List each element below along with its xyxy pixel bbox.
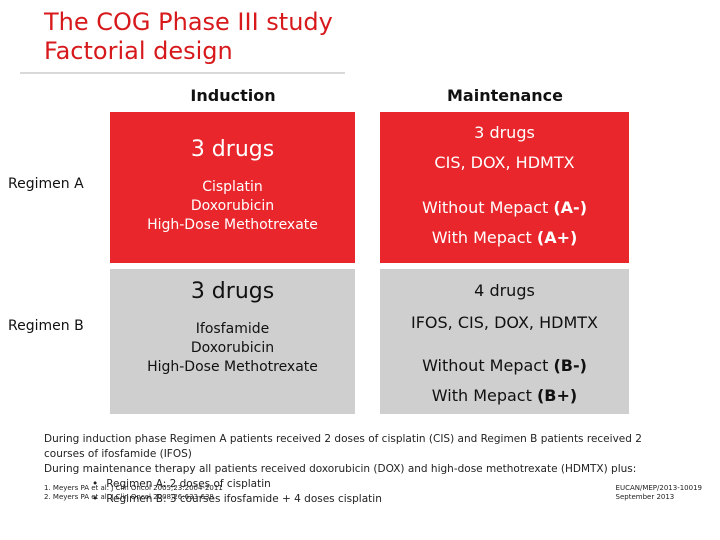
regimen-b-code-1: (B-) — [553, 356, 587, 375]
regimen-a-induction-count: 3 drugs — [190, 137, 275, 162]
regimen-a-maintenance-box: 3 drugs CIS, DOX, HDMTX Without Mepact (… — [380, 112, 629, 263]
regimen-a-drug-1: Cisplatin — [202, 179, 263, 195]
regimen-b-option-1: Without Mepact (B-) — [422, 356, 587, 375]
note-maintenance: During maintenance therapy all patients … — [44, 463, 637, 475]
regimen-b-induction-count: 3 drugs — [190, 279, 275, 304]
regimen-b-code-2: (B+) — [536, 386, 578, 405]
title-divider — [20, 72, 345, 74]
regimen-b-induction-box: 3 drugs Ifosfamide Doxorubicin High-Dose… — [110, 269, 355, 414]
regimen-a-induction-box: 3 drugs Cisplatin Doxorubicin High-Dose … — [110, 112, 355, 263]
reference-1: 1. Meyers PA et al. J Clin Oncol 2005;23… — [44, 484, 223, 492]
regimen-a-code-2: (A+) — [536, 228, 578, 247]
references: 1. Meyers PA et al. J Clin Oncol 2005;23… — [44, 484, 223, 502]
regimen-a-drug-2: Doxorubicin — [190, 198, 275, 214]
induction-header: Induction — [190, 86, 276, 105]
code-line-1: EUCAN/MEP/2013-10019 — [615, 484, 702, 492]
regimen-b-maintenance-box: 4 drugs IFOS, CIS, DOX, HDMTX Without Me… — [380, 269, 629, 414]
regimen-b-maintenance-count: 4 drugs — [474, 281, 535, 300]
regimen-b-option-2: With Mepact (B+) — [431, 386, 578, 405]
note-induction: During induction phase Regimen A patient… — [44, 433, 642, 460]
code-line-2: September 2013 — [615, 493, 675, 501]
title-line-2: Factorial design — [44, 37, 233, 65]
note-bullets: Regimen A: 2 doses of cisplatin Regimen … — [44, 477, 684, 507]
maintenance-header: Maintenance — [446, 86, 563, 105]
title-line-1: The COG Phase III study — [44, 8, 333, 36]
document-code: EUCAN/MEP/2013-10019 September 2013 — [616, 484, 702, 502]
regimen-b-drug-2: Doxorubicin — [190, 340, 275, 356]
footnotes: During induction phase Regimen A patient… — [44, 432, 684, 507]
regimen-a-label: Regimen A — [8, 176, 84, 192]
reference-2: 2. Meyers PA et al. J Clin Oncol 2008;26… — [44, 493, 214, 501]
regimen-a-option-1: Without Mepact (A-) — [421, 198, 588, 217]
note-bullet-a: Regimen A: 2 doses of cisplatin — [92, 477, 684, 492]
regimen-a-drug-3: High-Dose Methotrexate — [147, 217, 318, 233]
note-bullet-b: Regimen B: 3 courses ifosfamide + 4 dose… — [92, 492, 684, 507]
regimen-b-label: Regimen B — [8, 318, 84, 334]
regimen-a-maintenance-count: 3 drugs — [474, 123, 535, 142]
regimen-a-maintenance-drugs: CIS, DOX, HDMTX — [434, 153, 575, 172]
regimen-b-drug-3: High-Dose Methotrexate — [147, 359, 318, 375]
slide-title: The COG Phase III study Factorial design — [44, 8, 333, 66]
regimen-b-maintenance-drugs: IFOS, CIS, DOX, HDMTX — [411, 313, 598, 332]
regimen-a-option-2: With Mepact (A+) — [431, 228, 578, 247]
regimen-b-drug-1: Ifosfamide — [195, 321, 270, 337]
regimen-a-code-1: (A-) — [553, 198, 588, 217]
